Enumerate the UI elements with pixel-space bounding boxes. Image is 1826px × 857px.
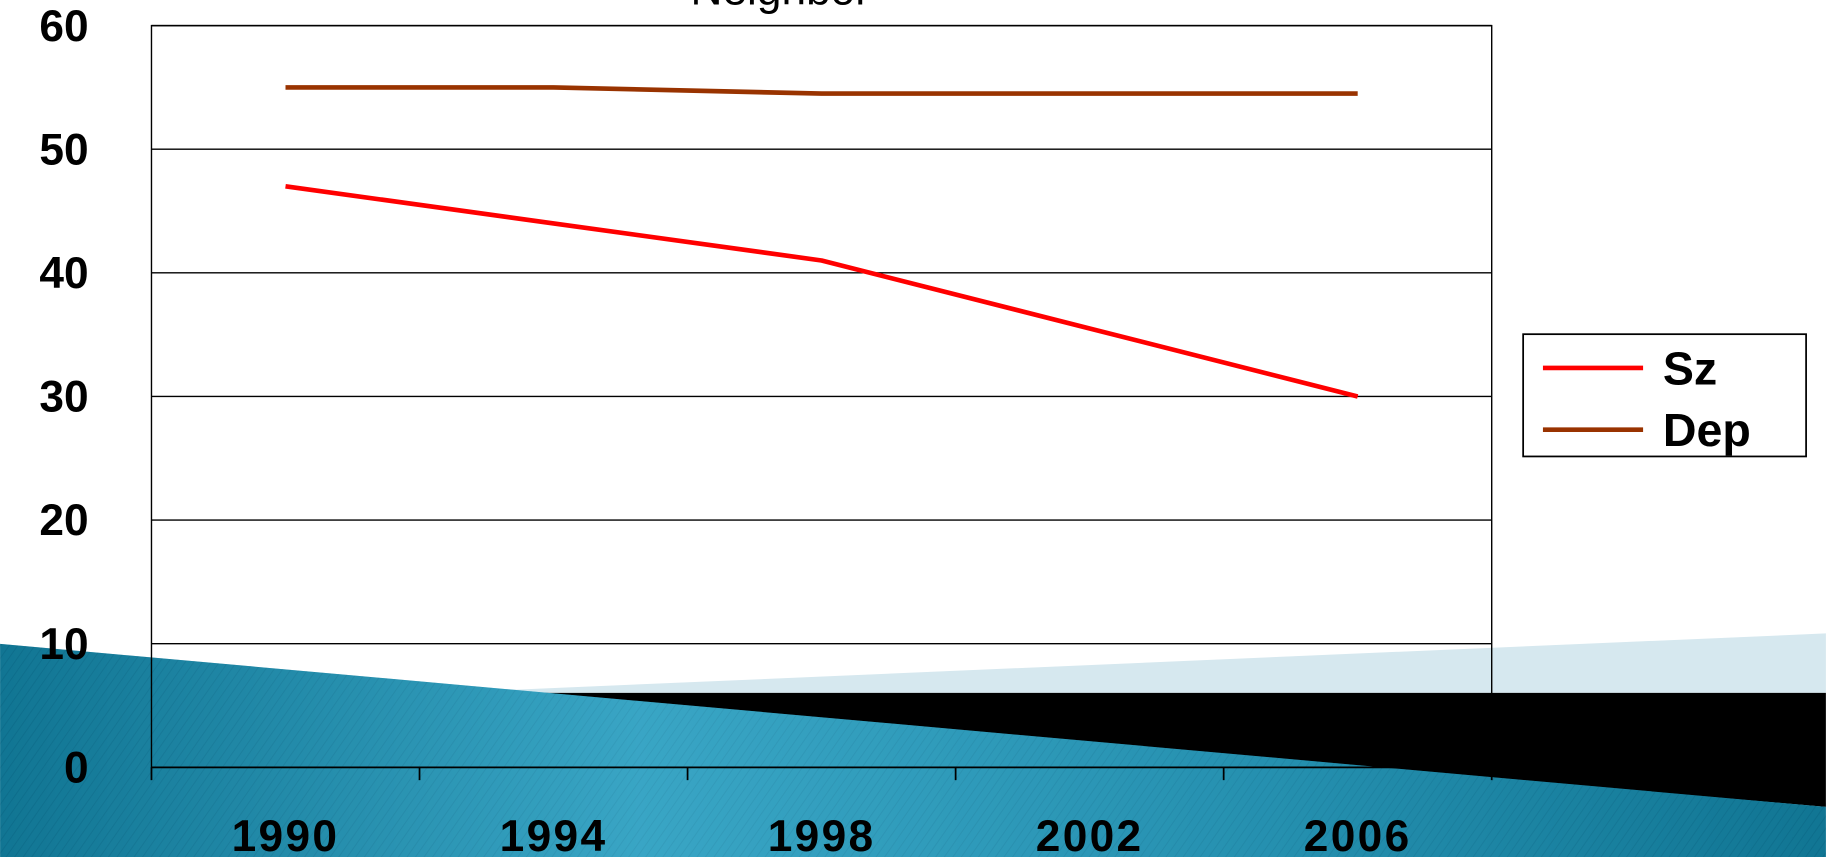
y-tick-label: 30 bbox=[39, 373, 88, 422]
background-decoration bbox=[0, 633, 1826, 857]
chart-title: Neighbor bbox=[691, 0, 871, 15]
x-tick-label: 2002 bbox=[1036, 812, 1144, 857]
light-band bbox=[442, 633, 1826, 693]
legend-box bbox=[1522, 333, 1807, 458]
y-tick-label: 0 bbox=[64, 743, 89, 792]
legend-label: Dep bbox=[1663, 404, 1751, 456]
series-line bbox=[285, 184, 1359, 399]
y-tick-label: 60 bbox=[39, 2, 88, 51]
x-tick-label: 1994 bbox=[500, 812, 608, 857]
y-tick-label: 50 bbox=[39, 125, 88, 174]
x-tick-label: 1990 bbox=[232, 812, 340, 857]
y-tick-label: 40 bbox=[39, 249, 88, 298]
y-tick-label: 10 bbox=[39, 620, 88, 669]
series-line bbox=[285, 85, 1358, 96]
x-tick-label: 1998 bbox=[768, 812, 876, 857]
x-tick-label: 2006 bbox=[1304, 812, 1412, 857]
y-tick-label: 20 bbox=[39, 496, 88, 545]
plot: 0 10 20 30 40 50 60 1990 1994 1998 2002 2006 Sz Dep bbox=[39, 2, 1807, 857]
legend-label: Sz bbox=[1663, 342, 1717, 394]
teal-hatch bbox=[0, 643, 1826, 857]
